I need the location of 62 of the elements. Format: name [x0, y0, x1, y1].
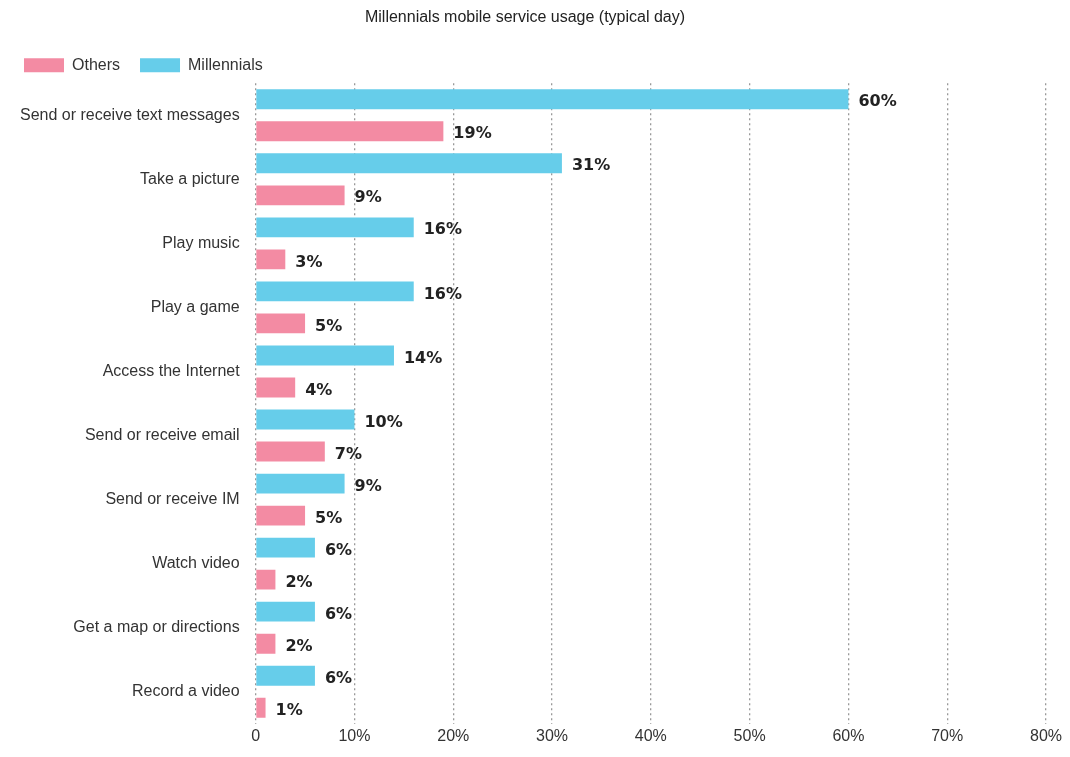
- x-tick-label: 20%: [437, 726, 470, 744]
- data-label: 16%: [423, 283, 463, 303]
- bar: [256, 601, 315, 622]
- bar: [256, 313, 306, 334]
- data-label: 5%: [315, 507, 343, 527]
- data-label: 6%: [324, 603, 353, 623]
- y-tick-label: Record a video: [132, 682, 240, 700]
- bar: [256, 633, 276, 654]
- bar: [256, 537, 315, 558]
- bar: [256, 345, 394, 366]
- data-label: 4%: [305, 379, 333, 399]
- data-label: 2%: [285, 571, 313, 591]
- x-tick-label: 0: [251, 726, 261, 744]
- bar: [256, 377, 296, 398]
- data-label: 10%: [364, 411, 403, 431]
- x-tick-label: 40%: [634, 726, 667, 744]
- data-label: 60%: [858, 91, 897, 111]
- x-tick-label: 80%: [1029, 726, 1063, 744]
- bar: [256, 473, 345, 494]
- data-label: 9%: [354, 475, 382, 495]
- x-tick-label: 70%: [931, 726, 964, 744]
- y-tick-label: Send or receive IM: [105, 490, 240, 507]
- bar: [256, 153, 562, 174]
- y-tick-label: Access the Internet: [102, 361, 241, 379]
- y-tick-label: Take a picture: [140, 169, 240, 187]
- bar: [256, 665, 315, 686]
- bar: [256, 697, 266, 718]
- data-label: 3%: [295, 251, 323, 271]
- legend-label: Others: [72, 55, 121, 73]
- legend-label: Millennials: [188, 55, 263, 73]
- data-label: 6%: [324, 667, 353, 687]
- y-tick-label: Send or receive email: [84, 425, 240, 443]
- x-tick-label: 60%: [832, 726, 865, 744]
- bar: [256, 505, 306, 526]
- chart-title: Millennials mobile service usage (typical day): [364, 8, 686, 26]
- data-label: 7%: [334, 443, 362, 463]
- data-label: 6%: [324, 539, 353, 559]
- data-label: 31%: [571, 155, 611, 175]
- bar: [256, 409, 355, 430]
- data-label: 19%: [453, 123, 492, 143]
- bar: [256, 121, 444, 142]
- y-tick-label: Play a game: [150, 297, 240, 315]
- bar: [256, 569, 276, 590]
- bar: [256, 441, 325, 462]
- data-label: 16%: [423, 219, 463, 239]
- y-tick-label: Play music: [162, 233, 240, 251]
- x-tick-label: 50%: [733, 726, 766, 744]
- data-label: 14%: [403, 347, 443, 367]
- data-label: 5%: [315, 315, 343, 335]
- bar: [256, 249, 286, 270]
- x-tick-label: 10%: [338, 726, 371, 744]
- data-label: 2%: [285, 635, 313, 655]
- data-label: 1%: [275, 699, 303, 719]
- bar: [256, 217, 414, 238]
- data-label: 9%: [354, 187, 382, 207]
- bar: [256, 281, 414, 302]
- y-tick-label: Send or receive text messages: [19, 105, 240, 123]
- y-tick-label: Get a map or directions: [73, 618, 240, 636]
- bar: [256, 89, 849, 110]
- x-tick-label: 30%: [536, 726, 569, 744]
- bar: [256, 185, 345, 206]
- y-tick-label: Watch video: [152, 554, 240, 572]
